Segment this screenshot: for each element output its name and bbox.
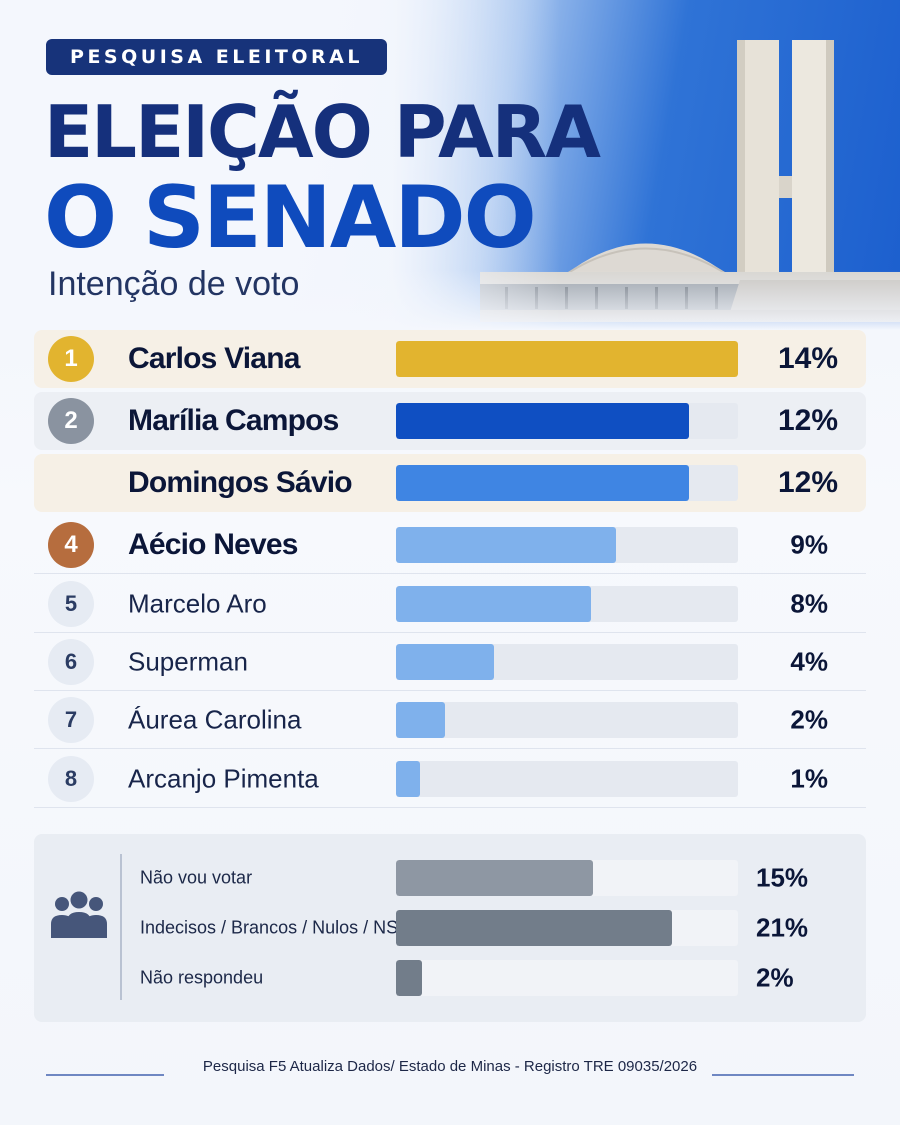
bar-fill [396,860,594,896]
others-label: Indecisos / Brancos / Nulos / NS-NR [140,917,431,938]
footer-line-left [46,1074,164,1076]
candidate-name: Superman [128,646,248,676]
page-title-line1: ELEIÇÃO PARA [44,90,601,174]
percent-label: 1% [790,763,828,793]
others-row: Não respondeu 2% [34,958,866,998]
page-subtitle: Intenção de voto [48,265,300,303]
bar-track [396,585,738,622]
percent-label: 2% [756,962,794,993]
others-divider [120,854,122,1000]
bar-track [396,860,738,896]
percent-label: 2% [790,704,828,734]
percent-label: 8% [790,588,828,618]
candidate-name: Aécio Neves [128,527,298,561]
percent-label: 14% [777,342,838,375]
candidate-name: Áurea Carolina [128,704,302,734]
others-row: Indecisos / Brancos / Nulos / NS-NR 21% [34,908,866,948]
footer-source: Pesquisa F5 Atualiza Dados/ Estado de Mi… [202,1058,698,1075]
bar-fill [396,910,673,946]
candidate-row: 2 Marília Campos 12% [34,392,866,450]
page-title-line2: O SENADO [44,168,537,268]
bar-track [396,910,738,946]
percent-label: 15% [756,862,809,893]
candidate-row: 6 Superman 4% [34,633,866,691]
bar-track [396,701,738,738]
candidate-name: Arcanjo Pimenta [128,763,319,793]
candidate-name: Marcelo Aro [128,588,267,618]
bar-track [396,526,738,563]
bar-track [396,341,738,377]
bar-fill [396,960,423,996]
candidate-row: Domingos Sávio 12% [34,454,866,512]
rank-badge: 4 [48,521,94,568]
percent-label: 9% [790,529,828,559]
survey-badge: PESQUISA ELEITORAL [46,39,387,75]
candidate-row: 5 Marcelo Aro 8% [34,575,866,633]
footer-line-right [712,1074,854,1076]
bar-fill [396,585,592,622]
bar-fill [396,465,690,501]
others-label: Não vou votar [140,867,253,888]
bar-track [396,643,738,680]
candidate-row: 4 Aécio Neves 9% [34,516,866,574]
others-row: Não vou votar 15% [34,858,866,898]
people-group-icon [51,891,107,938]
candidate-name: Carlos Viana [128,342,300,375]
bar-track [396,760,738,797]
rank-badge: 8 [48,755,94,802]
candidate-name: Marília Campos [128,404,339,437]
rank-badge: 2 [48,398,94,444]
candidate-row: 1 Carlos Viana 14% [34,330,866,388]
rank-badge: 6 [48,638,94,685]
bar-fill [396,760,421,797]
percent-label: 12% [777,466,838,499]
rank-badge: 7 [48,696,94,743]
rank-badge: 5 [48,580,94,627]
bar-track [396,465,738,501]
bar-fill [396,701,445,738]
candidate-row: 8 Arcanjo Pimenta 1% [34,750,866,808]
header-bottom-fade [0,270,900,330]
percent-label: 21% [756,912,809,943]
others-label: Não respondeu [140,967,264,988]
percent-label: 4% [790,646,828,676]
bar-fill [396,526,616,563]
bar-track [396,403,738,439]
bar-fill [396,403,690,439]
bar-fill [396,341,738,377]
candidate-name: Domingos Sávio [128,466,353,499]
percent-label: 12% [777,404,838,437]
candidate-row: 7 Áurea Carolina 2% [34,691,866,749]
others-panel: Não vou votar 15% Indecisos / Brancos / Nu… [34,834,866,1022]
bar-track [396,960,738,996]
bar-fill [396,643,494,680]
rank-badge: 1 [48,336,94,382]
